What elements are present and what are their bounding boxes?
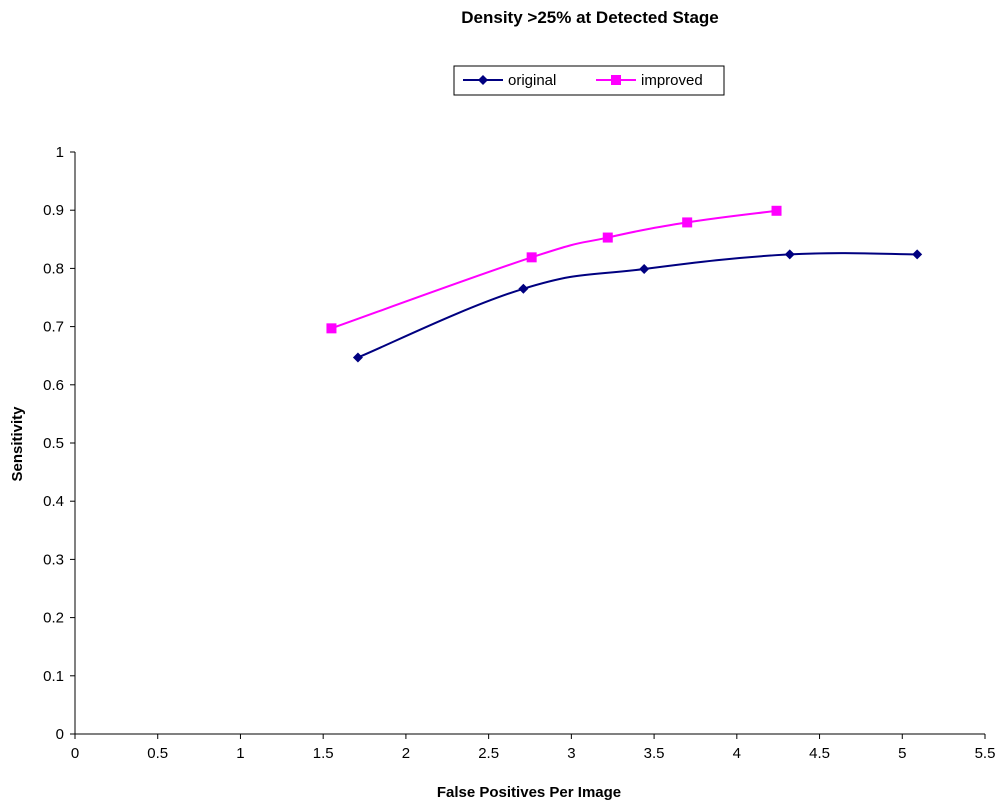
series-improved	[326, 205, 782, 334]
y-tick-label: 0.3	[43, 551, 64, 568]
x-tick-label: 3	[567, 745, 575, 762]
data-point-original	[352, 352, 363, 363]
x-tick-label: 2.5	[478, 745, 499, 762]
series-original	[352, 249, 923, 363]
data-point-original	[639, 263, 650, 274]
x-tick-label: 0.5	[147, 745, 168, 762]
x-tick-label: 5.5	[975, 745, 996, 762]
legend-marker-improved	[611, 75, 621, 85]
y-axis-label: Sensitivity	[9, 406, 26, 482]
x-tick-label: 0	[71, 745, 79, 762]
legend-label-improved: improved	[641, 72, 703, 89]
y-tick-label: 0.7	[43, 319, 64, 336]
x-tick-label: 1.5	[313, 745, 334, 762]
legend: original improved	[453, 65, 725, 96]
data-point-improved	[602, 232, 613, 243]
y-tick-label: 0.4	[43, 493, 64, 510]
data-point-improved	[682, 217, 693, 228]
y-tick-label: 0.5	[43, 435, 64, 452]
series-layer	[326, 205, 923, 363]
y-tick-label: 0	[56, 726, 64, 743]
data-point-original	[518, 283, 529, 294]
legend-marker-original	[478, 75, 488, 85]
chart-title: Density >25% at Detected Stage	[461, 8, 718, 27]
x-tick-label: 3.5	[644, 745, 665, 762]
x-tick-label: 2	[402, 745, 410, 762]
legend-label-original: original	[508, 72, 556, 89]
y-tick-label: 0.2	[43, 610, 64, 627]
x-tick-label: 4.5	[809, 745, 830, 762]
data-point-improved	[771, 205, 782, 216]
data-point-original	[784, 249, 795, 260]
legend-item-original: original	[463, 72, 556, 89]
y-tick-label: 0.6	[43, 377, 64, 394]
data-point-original	[912, 249, 923, 260]
series-line-improved	[331, 209, 777, 330]
x-tick-label: 5	[898, 745, 906, 762]
data-point-improved	[526, 252, 537, 263]
x-tick-label: 1	[236, 745, 244, 762]
y-tick-label: 0.9	[43, 202, 64, 219]
data-point-improved	[326, 323, 337, 334]
y-tick-label: 1	[56, 144, 64, 161]
y-tick-label: 0.1	[43, 668, 64, 685]
y-tick-label: 0.8	[43, 260, 64, 277]
x-axis-label: False Positives Per Image	[437, 784, 621, 801]
axes: 0 0.1 0.2 0.3 0.4 0.5 0.6 0.7 0.8 0.9 1 0 0.5 1 1.5 2 2.…	[43, 144, 995, 762]
x-tick-label: 4	[733, 745, 741, 762]
series-line-original	[357, 252, 918, 359]
legend-item-improved: improved	[596, 72, 703, 89]
